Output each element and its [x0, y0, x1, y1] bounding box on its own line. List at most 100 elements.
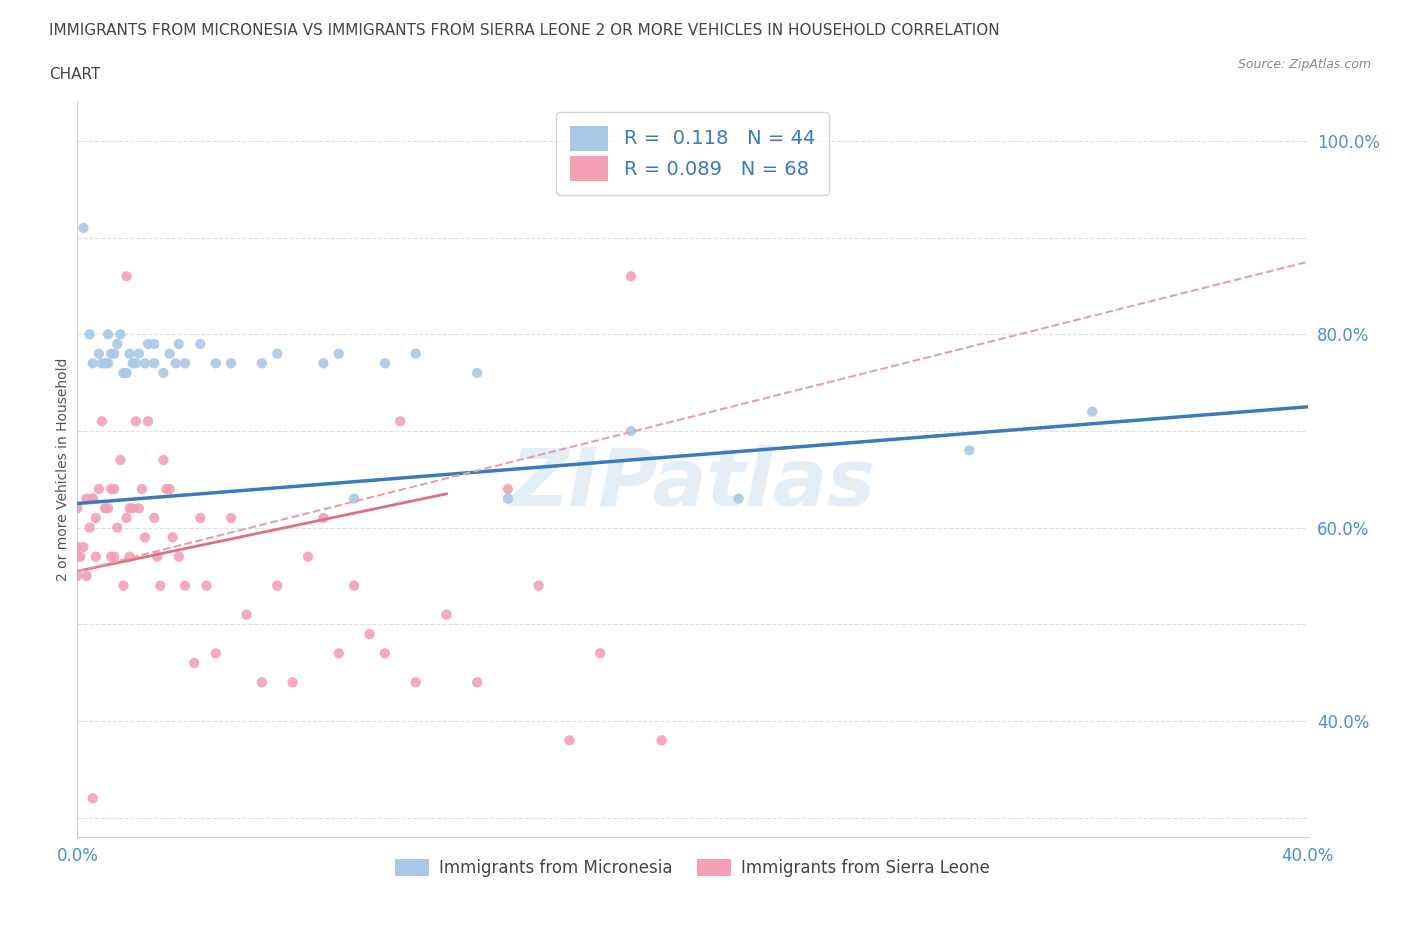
Point	[112, 578, 135, 593]
Point	[90, 414, 114, 429]
Point	[219, 356, 242, 371]
Point	[100, 482, 122, 497]
Point	[76, 491, 98, 506]
Point	[82, 356, 104, 371]
Point	[159, 482, 181, 497]
Point	[79, 520, 101, 535]
Text: IMMIGRANTS FROM MICRONESIA VS IMMIGRANTS FROM SIERRA LEONE 2 OR MORE VEHICLES IN: IMMIGRANTS FROM MICRONESIA VS IMMIGRANTS…	[49, 23, 1000, 38]
Point	[152, 453, 174, 468]
Point	[436, 607, 458, 622]
Point	[90, 356, 114, 371]
Point	[620, 423, 643, 438]
Point	[405, 346, 427, 361]
Point	[204, 646, 226, 661]
Point	[328, 346, 350, 361]
Point	[465, 365, 488, 380]
Point	[100, 550, 122, 565]
Point	[188, 337, 212, 352]
Point	[195, 578, 218, 593]
Point	[128, 501, 150, 516]
Point	[143, 511, 166, 525]
Point	[110, 453, 132, 468]
Point	[152, 365, 174, 380]
Point	[266, 578, 288, 593]
Legend: Immigrants from Micronesia, Immigrants from Sierra Leone: Immigrants from Micronesia, Immigrants f…	[389, 852, 995, 883]
Point	[97, 326, 120, 341]
Point	[103, 550, 125, 565]
Point	[118, 501, 141, 516]
Point	[558, 733, 581, 748]
Point	[146, 550, 169, 565]
Point	[115, 511, 138, 525]
Point	[250, 675, 273, 690]
Point	[589, 646, 612, 661]
Point	[103, 482, 125, 497]
Point	[312, 356, 335, 371]
Point	[389, 414, 412, 429]
Point	[250, 356, 273, 371]
Point	[359, 627, 381, 642]
Point	[651, 733, 673, 748]
Point	[496, 491, 519, 506]
Point	[162, 530, 184, 545]
Point	[328, 646, 350, 661]
Point	[131, 482, 153, 497]
Text: ZIPatlas: ZIPatlas	[510, 445, 875, 524]
Point	[97, 356, 120, 371]
Point	[82, 790, 104, 805]
Point	[134, 356, 156, 371]
Point	[79, 326, 101, 341]
Point	[1081, 405, 1104, 419]
Point	[72, 220, 94, 235]
Point	[112, 365, 135, 380]
Point	[159, 346, 181, 361]
Point	[125, 414, 148, 429]
Point	[87, 482, 110, 497]
Y-axis label: 2 or more Vehicles in Household: 2 or more Vehicles in Household	[56, 358, 70, 581]
Point	[174, 578, 197, 593]
Point	[84, 550, 107, 565]
Point	[134, 530, 156, 545]
Point	[66, 550, 89, 565]
Point	[118, 550, 141, 565]
Point	[312, 511, 335, 525]
Point	[165, 356, 187, 371]
Point	[105, 337, 128, 352]
Point	[174, 356, 197, 371]
Point	[405, 675, 427, 690]
Point	[118, 346, 141, 361]
Point	[69, 550, 91, 565]
Point	[155, 482, 177, 497]
Point	[110, 326, 132, 341]
Point	[496, 482, 519, 497]
Point	[105, 520, 128, 535]
Point	[121, 501, 143, 516]
Point	[115, 365, 138, 380]
Point	[143, 337, 166, 352]
Point	[343, 578, 366, 593]
Point	[97, 501, 120, 516]
Point	[82, 491, 104, 506]
Point	[84, 511, 107, 525]
Point	[266, 346, 288, 361]
Point	[219, 511, 242, 525]
Point	[957, 443, 980, 458]
Point	[465, 675, 488, 690]
Text: Source: ZipAtlas.com: Source: ZipAtlas.com	[1237, 58, 1371, 71]
Point	[121, 356, 143, 371]
Point	[374, 356, 396, 371]
Point	[297, 550, 319, 565]
Point	[66, 568, 89, 583]
Point	[620, 269, 643, 284]
Point	[183, 656, 205, 671]
Point	[76, 568, 98, 583]
Point	[82, 491, 104, 506]
Point	[167, 337, 190, 352]
Point	[72, 539, 94, 554]
Point	[87, 346, 110, 361]
Point	[100, 346, 122, 361]
Point	[527, 578, 550, 593]
Point	[125, 356, 148, 371]
Point	[94, 501, 117, 516]
Point	[343, 491, 366, 506]
